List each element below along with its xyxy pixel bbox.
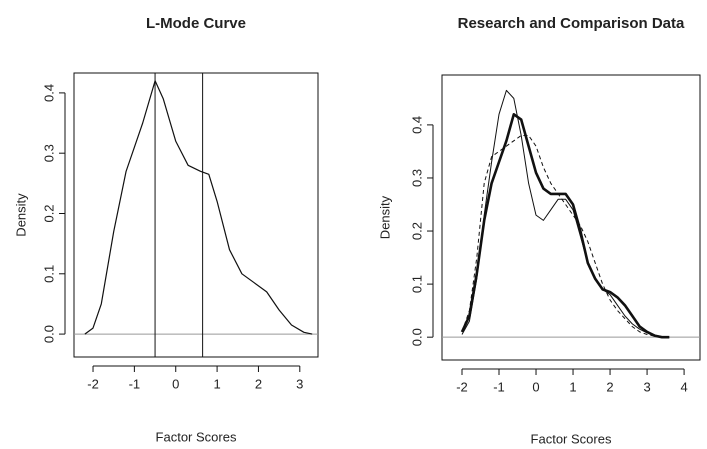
x-axis-label: Factor Scores — [156, 429, 237, 444]
plot-frame — [441, 74, 701, 361]
y-tick-label: 0.1 — [41, 265, 56, 283]
y-tick-label: 0.0 — [409, 328, 424, 346]
y-tick-label: 0.0 — [41, 325, 56, 343]
y-tick-label: 0.2 — [409, 222, 424, 240]
x-tick-label: -2 — [456, 379, 468, 394]
y-tick-label: 0.3 — [41, 144, 56, 162]
x-tick-label: 4 — [680, 379, 687, 394]
y-tick-label: 0.4 — [409, 116, 424, 134]
x-axis-label: Factor Scores — [531, 431, 612, 446]
density-curve — [84, 80, 313, 335]
density-curve — [461, 89, 670, 338]
density-curve — [461, 135, 670, 338]
chart-title: Research and Comparison Data — [458, 15, 685, 32]
y-tick-label: 0.2 — [41, 204, 56, 222]
y-axis-label: Density — [377, 195, 392, 239]
x-tick-label: 0 — [172, 376, 179, 391]
density-curve — [460, 113, 670, 339]
x-tick-label: 1 — [569, 379, 576, 394]
y-tick-label: 0.4 — [41, 84, 56, 102]
y-tick-label: 0.1 — [409, 275, 424, 293]
x-tick-label: 2 — [255, 376, 262, 391]
x-tick-label: -2 — [87, 376, 99, 391]
x-tick-label: 3 — [296, 376, 303, 391]
plot-frame — [73, 72, 319, 358]
x-tick-label: 0 — [532, 379, 539, 394]
x-tick-label: 3 — [643, 379, 650, 394]
y-axis-label: Density — [13, 193, 28, 237]
x-tick-label: 2 — [606, 379, 613, 394]
y-tick-label: 0.3 — [409, 169, 424, 187]
x-tick-label: -1 — [129, 376, 141, 391]
chart-title: L-Mode Curve — [146, 15, 246, 32]
x-tick-label: -1 — [493, 379, 505, 394]
x-tick-label: 1 — [213, 376, 220, 391]
